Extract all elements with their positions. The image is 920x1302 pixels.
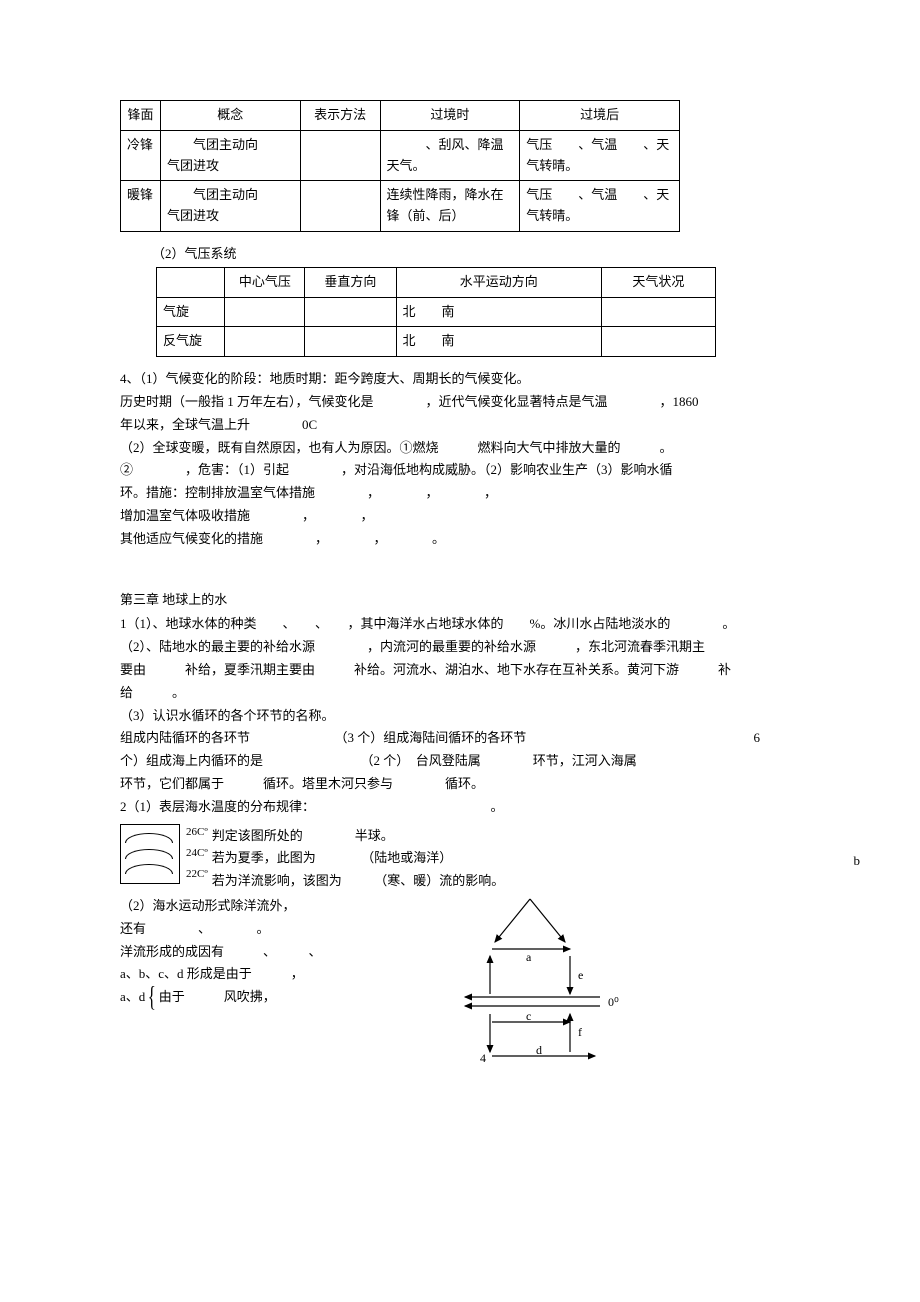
table-row: 反气旋 北 南 [157, 327, 716, 357]
isotherm-arc-icon [125, 864, 173, 874]
pressure-systems-label: （2）气压系统 [152, 244, 800, 265]
text-line: 2（1）表层海水温度的分布规律： 。 [120, 797, 800, 818]
cell [601, 327, 715, 357]
text-line: （2）海水运动形式除洋流外， [120, 896, 430, 917]
cell [225, 327, 305, 357]
cell: 北 南 [396, 297, 601, 327]
text-line: 个）组成海上内循环的是 （2 个） 台风登陆属 环节，江河入海属 [120, 751, 800, 772]
label-d: d [536, 1043, 542, 1057]
ocean-current-section: （2）海水运动形式除洋流外， 还有 、 。 洋流形成的成因有 、 、 a、b、c… [120, 894, 800, 1071]
label-e: e [578, 968, 583, 982]
isotherm-arc-icon [125, 833, 173, 843]
th-during: 过境时 [380, 101, 520, 131]
text-line-with-bracket: a、d{由于 风吹拂， [120, 987, 430, 1008]
label-b: b [854, 851, 861, 872]
isotherm-arc-icon [125, 849, 173, 859]
cell-concept: 气团主动向 气团进攻 [160, 181, 300, 232]
cell-name: 气旋 [157, 297, 225, 327]
climate-change-section: 4、（1）气候变化的阶段：地质时期：距今跨度大、周期长的气候变化。 历史时期（一… [120, 369, 800, 549]
bracket-icon: { [148, 989, 156, 1007]
cell-concept: 气团主动向 气团进攻 [160, 130, 300, 181]
text-line: （3）认识水循环的各个环节的名称。 [120, 706, 800, 727]
text-line: 4、（1）气候变化的阶段：地质时期：距今跨度大、周期长的气候变化。 [120, 369, 800, 390]
text-line: 判定该图所处的 半球。 [212, 826, 505, 847]
text-line: 给 。 [120, 683, 800, 704]
th-horizontal: 水平运动方向 [396, 267, 601, 297]
front-table: 锋面 概念 表示方法 过境时 过境后 冷锋 气团主动向 气团进攻 、刮风、降温天… [120, 100, 680, 232]
th-center-pressure: 中心气压 [225, 267, 305, 297]
table-row: 中心气压 垂直方向 水平运动方向 天气状况 [157, 267, 716, 297]
isotherm-questions: 判定该图所处的 半球。 若为夏季，此图为 （陆地或海洋） 若为洋流影响，该图为 … [212, 824, 505, 894]
page-number: 6 [754, 728, 761, 749]
text-line: a、b、c、d 形成是由于 ， [120, 964, 430, 985]
text-line: 环。措施：控制排放温室气体措施 ， ， ， [120, 483, 800, 504]
cell-method [300, 181, 380, 232]
table-row: 冷锋 气团主动向 气团进攻 、刮风、降温天气。 气压 、气温 、天气转晴。 [121, 130, 680, 181]
text-line: 年以来，全球气温上升 0C [120, 415, 800, 436]
temp-label: 22Cº [186, 866, 208, 884]
text-line: 还有 、 。 [120, 919, 430, 940]
text-fragment: a、d [120, 989, 145, 1004]
text-line: 若为洋流影响，该图为 （寒、暖）流的影响。 [212, 871, 505, 892]
cell-during: 连续性降雨，降水在锋（前、后） [380, 181, 520, 232]
cell-during: 、刮风、降温天气。 [380, 130, 520, 181]
th-weather: 天气状况 [601, 267, 715, 297]
text-line: 环节，它们都属于 循环。塔里木河只参与 循环。 [120, 774, 800, 795]
cell-name: 冷锋 [121, 130, 161, 181]
text-line: 增加温室气体吸收措施 ， ， [120, 506, 800, 527]
temp-label: 26Cº [186, 824, 208, 842]
label-c: c [526, 1009, 531, 1023]
text-line: 1（1）、地球水体的种类 、 、 ，其中海洋水占地球水体的 %。冰川水占陆地淡水… [120, 614, 800, 635]
label-f: f [578, 1025, 582, 1039]
ocean-current-text: （2）海水运动形式除洋流外， 还有 、 。 洋流形成的成因有 、 、 a、b、c… [120, 894, 430, 1010]
isotherm-diagram: 26Cº 24Cº 22Cº 判定该图所处的 半球。 若为夏季，此图为 （陆地或… [120, 824, 800, 894]
th-vertical: 垂直方向 [305, 267, 396, 297]
th-after: 过境后 [520, 101, 680, 131]
pressure-table: 中心气压 垂直方向 水平运动方向 天气状况 气旋 北 南 反气旋 北 南 [156, 267, 716, 357]
th-concept: 概念 [160, 101, 300, 131]
text-line: （2）、陆地水的最主要的补给水源 ，内流河的最重要的补给水源 ，东北河流春季汛期… [120, 637, 800, 658]
label-a: a [526, 950, 532, 964]
text-line: 其他适应气候变化的措施 ， ， 。 [120, 529, 800, 550]
text-line: 若为夏季，此图为 （陆地或海洋） [212, 848, 505, 869]
text-line: 洋流形成的成因有 、 、 [120, 942, 430, 963]
table-row: 暖锋 气团主动向 气团进攻 连续性降雨，降水在锋（前、后） 气压 、气温 、天气… [121, 181, 680, 232]
cell: 北 南 [396, 327, 601, 357]
cell-after: 气压 、气温 、天气转晴。 [520, 181, 680, 232]
cell [305, 297, 396, 327]
label-zero: 0⁰ [608, 995, 619, 1009]
isotherm-labels: 26Cº 24Cº 22Cº [186, 824, 208, 884]
th-method: 表示方法 [300, 101, 380, 131]
table-row: 锋面 概念 表示方法 过境时 过境后 [121, 101, 680, 131]
cell [305, 327, 396, 357]
cell-name: 反气旋 [157, 327, 225, 357]
text-line: 组成内陆循环的各环节 （3 个）组成海陆间循环的各环节 [120, 728, 800, 749]
table-row: 气旋 北 南 [157, 297, 716, 327]
text-line: （2）全球变暖，既有自然原因，也有人为原因。①燃烧 燃料向大气中排放大量的 。 [120, 438, 800, 459]
cell [601, 297, 715, 327]
th-front: 锋面 [121, 101, 161, 131]
text-fragment: 由于 风吹拂， [159, 989, 276, 1004]
cell-name: 暖锋 [121, 181, 161, 232]
label-four: 4 [480, 1051, 486, 1064]
cell [225, 297, 305, 327]
cell-after: 气压 、气温 、天气转晴。 [520, 130, 680, 181]
text-line: 要由 补给，夏季汛期主要由 补给。河流水、湖泊水、地下水存在互补关系。黄河下游 … [120, 660, 800, 681]
th-blank [157, 267, 225, 297]
cell-method [300, 130, 380, 181]
line-with-page-num: 组成内陆循环的各环节 （3 个）组成海陆间循环的各环节 6 [120, 728, 800, 749]
chapter-title: 第三章 地球上的水 [120, 590, 800, 611]
temp-label: 24Cº [186, 845, 208, 863]
text-line: ② ，危害：（1）引起 ，对沿海低地构成威胁。（2）影响农业生产（3）影响水循 [120, 460, 800, 481]
ocean-current-diagram: a e 0⁰ c f d 4 [430, 894, 640, 1071]
text-line: 历史时期（一般指 1 万年左右），气候变化是 ，近代气候变化显著特点是气温 ，1… [120, 392, 800, 413]
isotherm-box [120, 824, 180, 884]
